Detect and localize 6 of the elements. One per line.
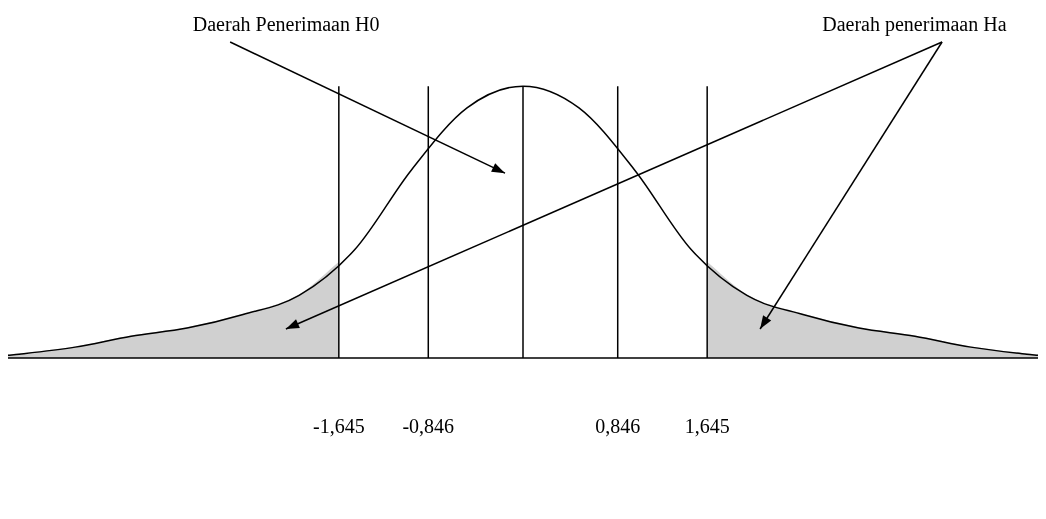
text: Daerah Penerimaan H0 — [192, 13, 380, 36]
x-tick-label: 0,846 — [595, 415, 641, 438]
x-tick-label: 1,645 — [684, 415, 730, 438]
x-tick-label: -0,846 — [402, 415, 455, 438]
x-tick-label: -1,645 — [313, 415, 365, 438]
text: Daerah penerimaan Ha — [822, 13, 1007, 37]
